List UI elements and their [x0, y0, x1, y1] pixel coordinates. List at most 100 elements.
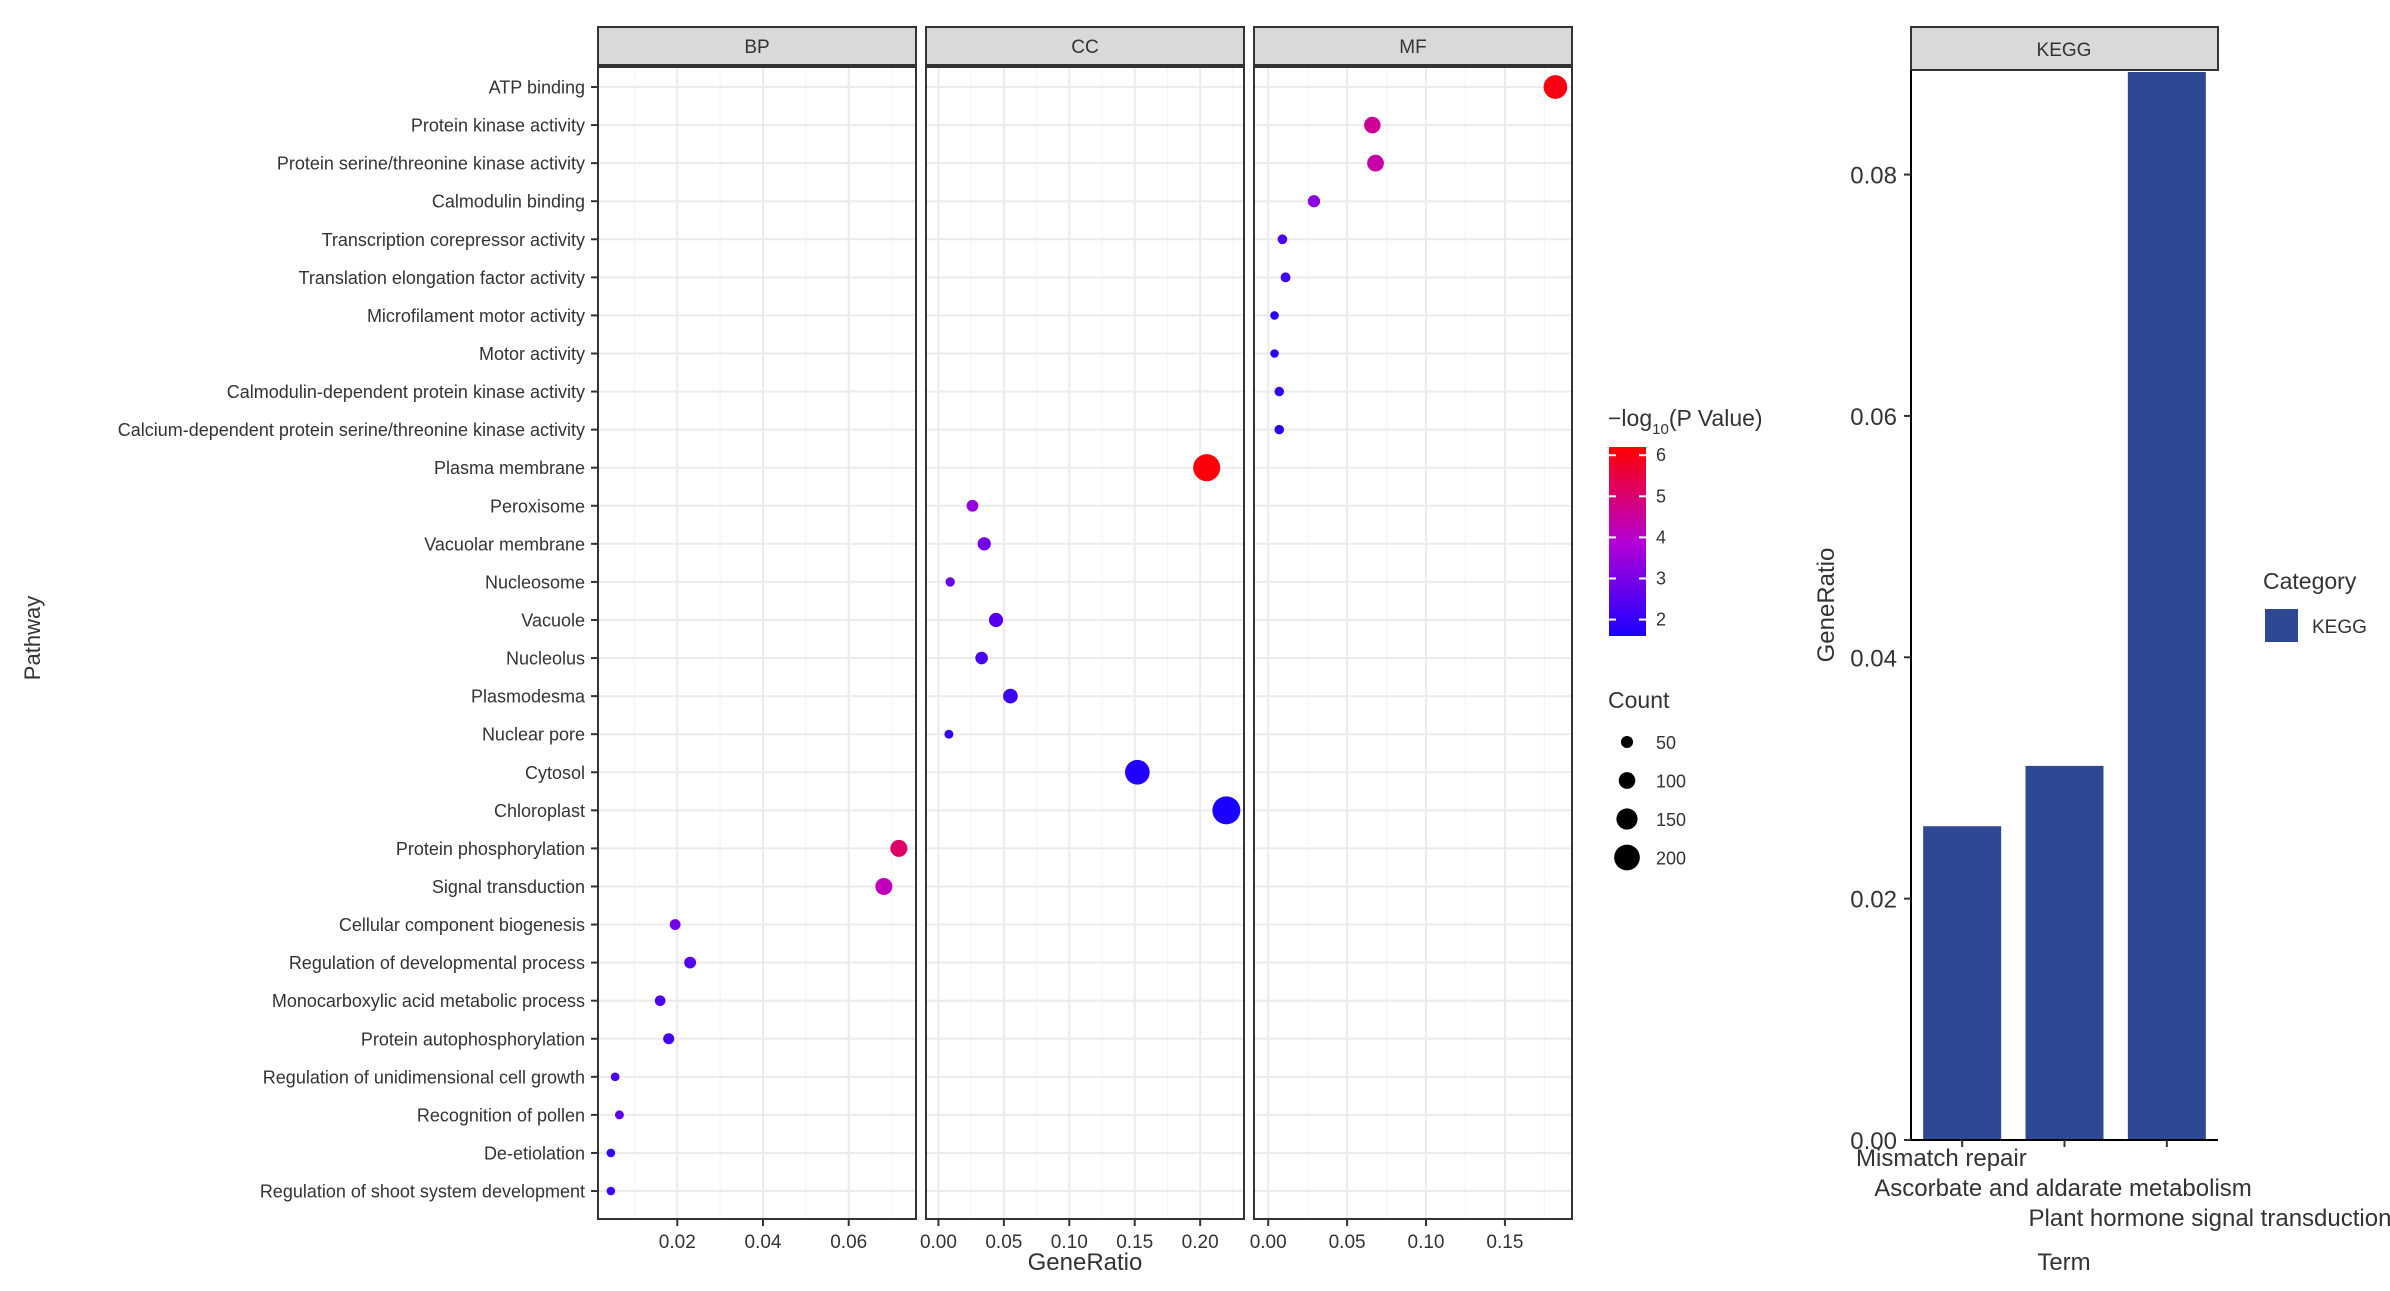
kegg-x-tick-label-plant-hormone-signal-transduction: Plant hormone signal transduction: [2029, 1205, 2390, 1232]
x-tick-label-mf: 0.00: [1250, 1232, 1287, 1253]
bar-plant-hormone-signal-transduction: [2127, 72, 2206, 1140]
facet-strip-cc: [925, 26, 1245, 66]
pathway-label-regulation-of-shoot-system-development: Regulation of shoot system development: [260, 1182, 585, 1202]
pathway-label-signal-transduction: Signal transduction: [432, 877, 585, 897]
dot-protein-phosphorylation: [890, 839, 908, 857]
dot-nucleolus: [975, 651, 988, 665]
dot-cellular-component-biogenesis: [669, 919, 681, 930]
kegg-x-tick-label-mismatch-repair: Mismatch repair: [1856, 1145, 2027, 1172]
facet-label-cc: CC: [1071, 37, 1098, 58]
pathway-label-recognition-of-pollen: Recognition of pollen: [417, 1105, 585, 1125]
pathway-label-protein-autophosphorylation: Protein autophosphorylation: [361, 1029, 585, 1049]
pathway-axis-labels: ATP binding Protein kinase activity Protei…: [118, 78, 598, 1202]
facet-strips: BP CC MF: [597, 26, 1573, 66]
category-legend-title: Category: [2263, 568, 2357, 594]
dot-calcium-dependent-protein-serine-threonine-kinase-activity: [1274, 424, 1285, 435]
color-gradient-bar: [1609, 447, 1646, 636]
dot-protein-kinase-activity: [1364, 116, 1381, 134]
pathway-label-calcium-dependent-protein-serine-threonine-kinase-activity: Calcium-dependent protein serine/threoni…: [118, 420, 585, 440]
dot-motor-activity: [1270, 349, 1279, 358]
dot-regulation-of-shoot-system-development: [606, 1186, 616, 1196]
color-legend-title: −log10(P Value): [1608, 405, 1763, 438]
pathway-label-translation-elongation-factor-activity: Translation elongation factor activity: [299, 268, 585, 288]
kegg-y-tick-label: 0.04: [1850, 645, 1897, 672]
generatio-axis-ticks: 0.02 0.04 0.06 0.00 0.05 0.10 0.15 0.20 0.00 0.05…: [659, 1219, 1523, 1253]
dot-calmodulin-dependent-protein-kinase-activity: [1274, 386, 1285, 397]
pathway-label-atp-binding: ATP binding: [489, 78, 585, 98]
dot-recognition-of-pollen: [614, 1110, 624, 1120]
pathway-label-nuclear-pore: Nuclear pore: [482, 725, 585, 745]
panel-bp: [597, 66, 917, 1220]
pathway-label-protein-serine-threonine-kinase-activity: Protein serine/threonine kinase activity: [277, 154, 585, 174]
pathway-label-calmodulin-binding: Calmodulin binding: [432, 192, 585, 212]
panel-border-cc: [925, 66, 1245, 1220]
pathway-label-monocarboxylic-acid-metabolic-process: Monocarboxylic acid metabolic process: [272, 991, 585, 1011]
color-legend-label: 3: [1656, 568, 1666, 588]
pathway-label-de-etiolation: De-etiolation: [484, 1143, 585, 1163]
kegg-y-tick-label: 0.02: [1850, 887, 1897, 914]
category-legend: Category KEGG: [2263, 568, 2367, 642]
kegg-y-tick-label: 0.08: [1850, 163, 1897, 190]
x-tick-label-cc: 0.10: [1051, 1232, 1088, 1253]
x-tick-label-cc: 0.15: [1116, 1232, 1153, 1253]
size-legend-label: 50: [1656, 733, 1676, 753]
kegg-bar-chart: KEGG 0.00 0.02 0.04 0.06 0.08 Mismatch repai…: [1813, 26, 2390, 1276]
size-legend-label: 150: [1656, 810, 1686, 830]
kegg-y-tick-label: 0.06: [1850, 404, 1897, 431]
pathway-label-regulation-of-developmental-process: Regulation of developmental process: [289, 953, 585, 973]
pathway-label-cellular-component-biogenesis: Cellular component biogenesis: [339, 915, 585, 935]
pathway-label-microfilament-motor-activity: Microfilament motor activity: [367, 306, 585, 326]
bar-ascorbate-and-aldarate-metabolism: [2025, 765, 2104, 1140]
dot-de-etiolation: [606, 1148, 616, 1158]
dot-plasmodesma: [1003, 688, 1018, 704]
facet-label-bp: BP: [744, 37, 769, 58]
size-legend-title: Count: [1608, 687, 1670, 713]
dot-y-axis-title: Pathway: [20, 596, 45, 680]
dot-transcription-corepressor-activity: [1277, 234, 1288, 245]
dot-plot: [597, 66, 1573, 1220]
x-tick-label-mf: 0.10: [1408, 1232, 1445, 1253]
facet-strip-mf: [1253, 26, 1573, 66]
size-legend-label: 200: [1656, 849, 1686, 869]
pathway-label-calmodulin-dependent-protein-kinase-activity: Calmodulin-dependent protein kinase acti…: [227, 382, 585, 402]
dot-nucleosome: [945, 577, 955, 587]
dot-signal-transduction: [875, 877, 893, 895]
pathway-label-plasma-membrane: Plasma membrane: [434, 458, 585, 478]
color-legend: −log10(P Value) 6 5 4 3 2: [1608, 405, 1763, 636]
x-tick-label-bp: 0.04: [745, 1232, 782, 1253]
panel-cc: [925, 66, 1245, 1220]
facet-strip-bp: [597, 26, 917, 66]
color-legend-label: 4: [1656, 527, 1666, 547]
pathway-label-chloroplast: Chloroplast: [494, 801, 585, 821]
size-legend: Count 50 100 150 200: [1608, 687, 1686, 871]
panel-border-bp: [597, 66, 917, 1220]
facet-strip-kegg: [1910, 26, 2219, 71]
bar-mismatch-repair: [1923, 826, 2002, 1140]
x-tick-label-cc: 0.20: [1182, 1232, 1219, 1253]
size-legend-label: 100: [1656, 772, 1686, 792]
x-tick-label-mf: 0.15: [1486, 1232, 1523, 1253]
pathway-label-regulation-of-unidimensional-cell-growth: Regulation of unidimensional cell growth: [263, 1067, 585, 1087]
dot-x-axis-title: GeneRatio: [1028, 1249, 1143, 1276]
dot-peroxisome: [966, 499, 979, 512]
dot-protein-autophosphorylation: [663, 1033, 675, 1045]
size-legend-dot: [1618, 772, 1636, 789]
panel-mf: [1253, 66, 1573, 1220]
panel-bg-cc: [926, 67, 1244, 1219]
category-legend-swatch: [2265, 609, 2298, 642]
dot-protein-serine-threonine-kinase-activity: [1367, 154, 1384, 172]
color-legend-label: 2: [1656, 610, 1666, 630]
x-tick-label-cc: 0.05: [985, 1232, 1022, 1253]
dot-vacuole: [988, 612, 1004, 628]
pathway-label-peroxisome: Peroxisome: [490, 496, 585, 516]
dot-chloroplast: [1212, 796, 1241, 825]
color-legend-label: 6: [1656, 445, 1666, 465]
dot-plasma-membrane: [1193, 454, 1221, 482]
dot-cytosol: [1125, 759, 1150, 785]
pathway-label-nucleosome: Nucleosome: [485, 572, 585, 592]
size-legend-dot: [1616, 808, 1638, 830]
x-tick-label-bp: 0.02: [659, 1232, 696, 1253]
pathway-label-vacuolar-membrane: Vacuolar membrane: [424, 534, 585, 554]
kegg-x-axis-title: Term: [2037, 1249, 2090, 1276]
